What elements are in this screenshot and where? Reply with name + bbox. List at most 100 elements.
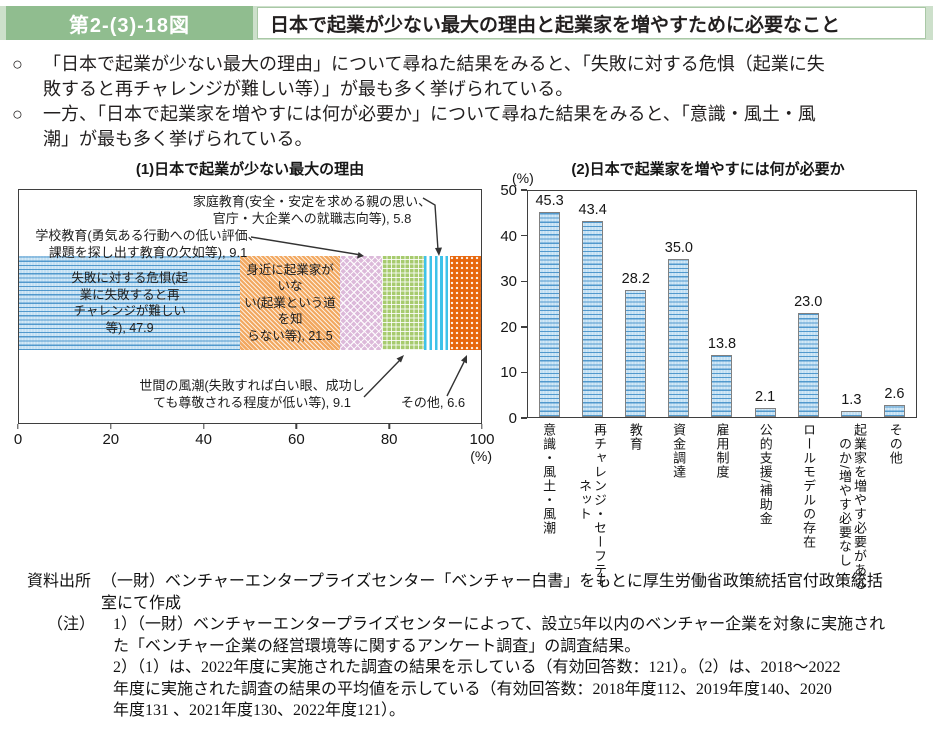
bar-column-3: 28.2 bbox=[614, 191, 657, 417]
bar-column-2: 43.4 bbox=[571, 191, 614, 417]
note-1: 1）（一財）ベンチャーエンタープライズセンターによって、設立5年以内のベンチャー… bbox=[113, 616, 886, 655]
circle-bullet-icon: ○ bbox=[12, 54, 23, 74]
footer-notes: 資料出所 （一財）ベンチャーエンタープライズセンター「ベンチャー白書」をもとに厚… bbox=[27, 571, 925, 722]
bullet-item-2: ○ 一方、「日本で起業家を増やすには何が必要か」について尋ねた結果をみると、「意… bbox=[12, 102, 922, 152]
bar bbox=[711, 354, 733, 417]
bars-row: 45.3 43.4 28.2 35.0 13.8 2.1 23.0 1.3 2.6 bbox=[528, 191, 916, 417]
figure-title: 日本で起業が少ない最大の理由と起業家を増やすために必要なこと bbox=[257, 7, 926, 39]
category-cell: 公的支援/補助金 bbox=[744, 423, 787, 526]
y-tick bbox=[521, 371, 527, 374]
annotation-other: その他, 6.6 bbox=[400, 395, 466, 410]
category-label: ロールモデルの存在 bbox=[801, 423, 817, 549]
bar bbox=[668, 258, 690, 417]
value-label: 2.6 bbox=[884, 386, 905, 403]
category-cell: 雇用制度 bbox=[700, 423, 743, 479]
chart-1-reasons: (1)日本で起業が少ない最大の理由 失敗に対する危惧(起 業に失敗すると再 チャ… bbox=[10, 158, 495, 470]
chart-2-title: (2)日本で起業家を増やすには何が必要か bbox=[571, 161, 845, 178]
figure-number-label: 第2-(3)-18図 bbox=[6, 6, 253, 40]
source-label: 資料出所 bbox=[27, 573, 92, 590]
bar bbox=[754, 407, 776, 417]
source-row: 資料出所 （一財）ベンチャーエンタープライズセンター「ベンチャー白書」をもとに厚… bbox=[27, 571, 925, 614]
header-strip: 第2-(3)-18図 日本で起業が少ない最大の理由と起業家を増やすために必要なこ… bbox=[0, 6, 933, 40]
annotation-family-education: 家庭教育(安全・安定を求める親の思い、 官庁・大企業への就職志向等), 5.8 bbox=[192, 194, 432, 226]
y-tick bbox=[521, 234, 527, 237]
value-label: 28.2 bbox=[621, 270, 650, 287]
y-tick bbox=[521, 417, 527, 419]
x-tick-label: 40 bbox=[195, 431, 212, 448]
value-label: 23.0 bbox=[794, 294, 823, 311]
bar bbox=[797, 313, 819, 417]
y-tick bbox=[521, 189, 527, 191]
bar-column-7: 23.0 bbox=[787, 191, 830, 417]
x-tick-label: 60 bbox=[288, 431, 305, 448]
category-label: 資金調達 bbox=[671, 423, 687, 479]
chart-1-title: (1)日本で起業が少ない最大の理由 bbox=[135, 161, 365, 178]
x-tick-label: 80 bbox=[380, 431, 398, 448]
category-label: 教育 bbox=[627, 423, 643, 451]
annotation-school-education: 学校教育(勇気ある行動への低い評価、 課題を探し出す教育の欠如等), 9.1 bbox=[35, 228, 261, 260]
bar bbox=[539, 212, 561, 417]
bar bbox=[625, 289, 647, 417]
bar-column-1: 45.3 bbox=[528, 191, 571, 417]
segment-4 bbox=[381, 256, 424, 350]
bar-column-6: 2.1 bbox=[744, 191, 787, 417]
x-tick-label: 20 bbox=[102, 431, 120, 448]
segment-1: 失敗に対する危惧(起 業に失敗すると再 チャレンジが難しい 等), 47.9 bbox=[19, 256, 241, 350]
y-axis-unit: (%) bbox=[512, 170, 534, 186]
segment-6 bbox=[450, 256, 481, 350]
x-tick-label: 0 bbox=[13, 431, 23, 448]
circle-bullet-icon: ○ bbox=[12, 104, 23, 124]
category-cell: ロールモデルの存在 bbox=[787, 423, 830, 549]
category-cell: 教育 bbox=[614, 423, 657, 451]
value-label: 35.0 bbox=[664, 239, 693, 256]
x-tick bbox=[110, 424, 112, 429]
bar-column-4: 35.0 bbox=[657, 191, 700, 417]
category-cell: 再チャレンジ・セーフティ ネット bbox=[570, 423, 613, 591]
category-label: 公的支援/補助金 bbox=[757, 423, 773, 526]
y-tick bbox=[521, 326, 527, 328]
bar-column-8: 1.3 bbox=[830, 191, 873, 417]
bullet-text-1: 「日本で起業が少ない最大の理由」について尋ねた結果をみると、「失敗に対する危惧（… bbox=[43, 54, 825, 99]
source-text: （一財）ベンチャーエンタープライズセンター「ベンチャー白書」をもとに厚生労働省政… bbox=[101, 573, 883, 612]
x-tick bbox=[388, 424, 390, 429]
segment-3 bbox=[339, 256, 382, 350]
chart-2-needs: (2)日本で起業家を増やすには何が必要か (%) 0 10 20 30 40 50 45.… bbox=[498, 158, 930, 591]
bar bbox=[582, 220, 604, 417]
x-tick bbox=[202, 424, 205, 429]
value-label: 43.4 bbox=[578, 201, 607, 218]
x-tick bbox=[481, 424, 483, 429]
category-cell: 資金調達 bbox=[657, 423, 700, 479]
y-tick bbox=[521, 280, 527, 282]
summary-bullets: ○ 「日本で起業が少ない最大の理由」について尋ねた結果をみると、「失敗に対する危… bbox=[12, 52, 922, 152]
segment-5 bbox=[423, 256, 451, 350]
x-axis-unit: (%) bbox=[470, 448, 492, 464]
segment-label-2: 身近に起業家がいな い(起業という道を知 らない等), 21.5 bbox=[244, 262, 336, 343]
value-label: 45.3 bbox=[535, 193, 564, 210]
notes-row: （注） 1）（一財）ベンチャーエンタープライズセンターによって、設立5年以内のベ… bbox=[47, 614, 925, 722]
segment-2: 身近に起業家がいな い(起業という道を知 らない等), 21.5 bbox=[240, 256, 340, 350]
note-label: （注） bbox=[47, 616, 96, 633]
value-label: 13.8 bbox=[707, 335, 737, 352]
x-axis: 0 20 40 60 80 100 bbox=[14, 424, 495, 466]
x-tick bbox=[295, 424, 298, 429]
y-tick-label: 20 bbox=[500, 318, 517, 336]
category-label: 再チャレンジ・セーフティ ネット bbox=[576, 423, 607, 591]
chart-2-plot-area: 45.3 43.4 28.2 35.0 13.8 2.1 23.0 1.3 2.6 bbox=[527, 190, 917, 418]
y-tick-label: 40 bbox=[500, 227, 517, 245]
bar-column-5: 13.8 bbox=[700, 191, 743, 417]
category-label: その他 bbox=[887, 423, 903, 465]
category-row: 意識・風土・風潮 再チャレンジ・セーフティ ネット 教育 資金調達 雇用制度 公的支援/補… bbox=[527, 423, 917, 591]
category-label: 雇用制度 bbox=[714, 423, 730, 479]
y-tick-label: 10 bbox=[500, 364, 517, 382]
value-label: 2.1 bbox=[755, 388, 776, 405]
category-cell: 起業家を増やす必要がある のか/増やす必要なし bbox=[830, 423, 873, 591]
bar-column-9: 2.6 bbox=[873, 191, 916, 417]
category-cell: その他 bbox=[874, 423, 917, 465]
category-cell: 意識・風土・風潮 bbox=[527, 423, 570, 535]
note-2: 2）（1）は、2022年度に実施された調査の結果を示している（有効回答数：121… bbox=[113, 659, 841, 719]
bullet-text-2: 一方、「日本で起業家を増やすには何が必要か」について尋ねた結果をみると、「意識・… bbox=[43, 104, 816, 149]
x-tick-label: 100 bbox=[469, 431, 495, 448]
category-label: 起業家を増やす必要がある のか/増やす必要なし bbox=[836, 423, 867, 591]
category-label: 意識・風土・風潮 bbox=[541, 423, 557, 535]
y-axis: 0 10 20 30 40 50 bbox=[498, 182, 527, 427]
